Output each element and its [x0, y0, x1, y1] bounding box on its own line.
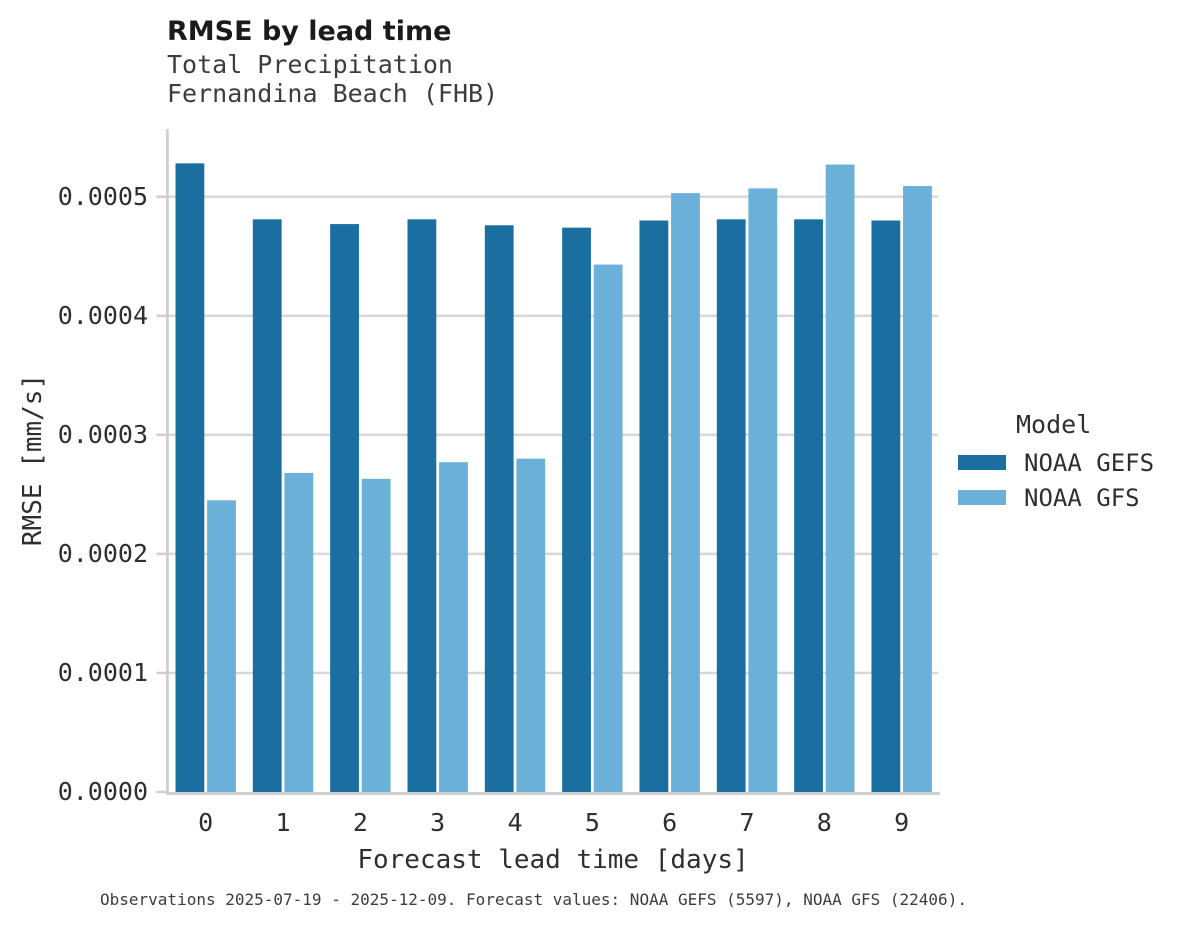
- bar-noaa-gefs-day-5: [562, 227, 591, 793]
- y-axis-spine: [166, 129, 169, 795]
- x-tick-label-9: 9: [894, 808, 910, 837]
- x-tick-label-2: 2: [352, 808, 368, 837]
- legend-label-noaa-gfs: NOAA GFS: [1024, 484, 1140, 512]
- y-tick-label-0.0005: 0.0005: [57, 181, 148, 211]
- chart-subtitle-station: Fernandina Beach (FHB): [167, 79, 499, 108]
- x-tick-label-7: 7: [739, 808, 755, 837]
- y-tick-label-0.0001: 0.0001: [57, 657, 148, 687]
- x-tick-label-4: 4: [507, 808, 523, 837]
- x-tick-label-3: 3: [430, 808, 446, 837]
- gridline-0.0001: [168, 671, 938, 675]
- x-axis-title: Forecast lead time [days]: [357, 845, 749, 875]
- gridline-0.0005: [168, 195, 938, 198]
- x-axis-spine: [166, 792, 940, 795]
- x-tick-label-6: 6: [662, 808, 678, 837]
- y-tick-mark-0.0001: [156, 671, 167, 675]
- x-tick-label-0: 0: [198, 808, 214, 837]
- bar-noaa-gfs-day-8: [825, 164, 855, 792]
- bar-noaa-gefs-day-0: [175, 163, 205, 792]
- bar-noaa-gefs-day-2: [330, 224, 359, 792]
- y-axis-title: RMSE [mm/s]: [18, 373, 48, 547]
- y-tick-mark-0.0000: [156, 790, 167, 794]
- y-tick-label-0.0003: 0.0003: [57, 419, 148, 449]
- gridline-0.0004: [168, 314, 938, 318]
- y-tick-label-0.0004: 0.0004: [57, 300, 148, 330]
- bar-noaa-gfs-day-9: [903, 185, 932, 792]
- footer-caption: Observations 2025-07-19 - 2025-12-09. Fo…: [100, 890, 967, 909]
- y-tick-mark-0.0004: [156, 314, 167, 318]
- y-tick-mark-0.0003: [156, 433, 167, 437]
- bar-noaa-gfs-day-1: [284, 472, 314, 792]
- bar-noaa-gefs-day-9: [871, 220, 901, 793]
- bar-noaa-gfs-day-5: [593, 264, 623, 792]
- bar-noaa-gfs-day-3: [439, 462, 468, 792]
- legend-label-noaa-gefs: NOAA GEFS: [1024, 449, 1155, 477]
- chart-title: RMSE by lead time: [167, 16, 452, 47]
- bar-noaa-gfs-day-4: [516, 458, 546, 792]
- y-tick-mark-0.0002: [156, 552, 167, 556]
- gridline-0.0002: [168, 552, 938, 556]
- bar-noaa-gfs-day-6: [671, 193, 700, 793]
- y-tick-label-0.0000: 0.0000: [57, 777, 148, 806]
- legend-swatch-noaa-gefs: [958, 455, 1006, 470]
- y-tick-mark-0.0005: [156, 195, 167, 198]
- bar-noaa-gfs-day-0: [207, 500, 236, 792]
- chart-subtitle-variable: Total Precipitation: [167, 50, 453, 79]
- bar-noaa-gefs-day-8: [794, 219, 823, 792]
- bar-noaa-gefs-day-1: [252, 219, 282, 792]
- bar-noaa-gefs-day-4: [484, 225, 514, 792]
- y-tick-label-0.0002: 0.0002: [57, 538, 148, 568]
- x-tick-label-1: 1: [275, 808, 291, 837]
- bar-noaa-gefs-day-3: [407, 219, 437, 792]
- x-tick-label-8: 8: [816, 808, 832, 837]
- legend-title: Model: [1016, 410, 1092, 439]
- bar-noaa-gefs-day-7: [716, 219, 746, 792]
- bar-noaa-gfs-day-7: [748, 188, 778, 793]
- bar-noaa-gefs-day-6: [639, 220, 669, 793]
- x-tick-label-5: 5: [584, 808, 600, 837]
- legend-swatch-noaa-gfs: [958, 490, 1006, 505]
- gridline-0.0003: [168, 433, 938, 437]
- bar-noaa-gfs-day-2: [361, 478, 391, 792]
